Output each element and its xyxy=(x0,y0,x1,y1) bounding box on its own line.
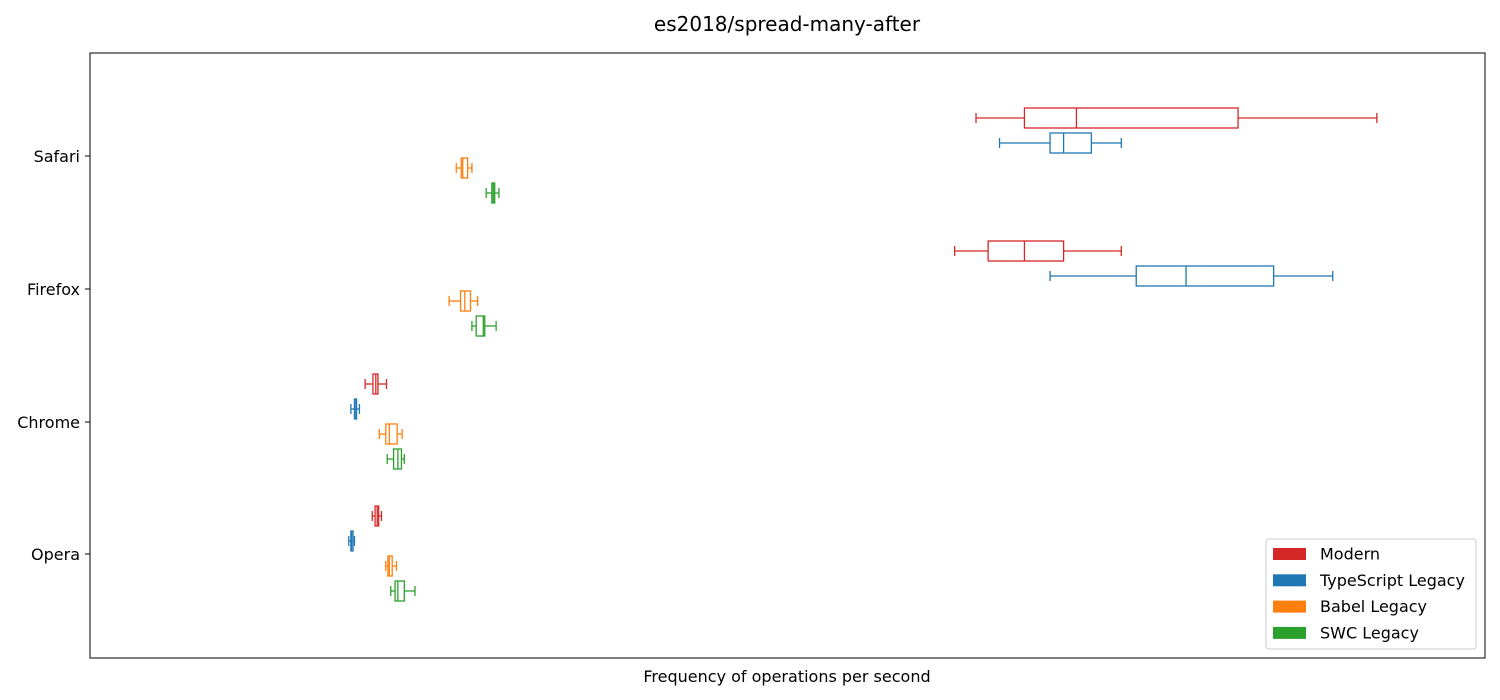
box-typescript-legacy-opera xyxy=(348,530,356,552)
box-babel-legacy-chrome xyxy=(378,423,403,445)
legend-label-typescript-legacy: TypeScript Legacy xyxy=(1319,571,1465,590)
box-iqr xyxy=(1135,265,1275,287)
box-swc-legacy-chrome xyxy=(386,448,405,470)
y-tick-label-opera: Opera xyxy=(31,545,80,564)
box-modern-safari xyxy=(975,107,1378,129)
box-swc-legacy-firefox xyxy=(471,315,497,337)
legend-swatch-modern xyxy=(1273,548,1306,560)
box-babel-legacy-safari xyxy=(455,157,473,179)
box-typescript-legacy-chrome xyxy=(350,398,361,420)
y-tick-label-firefox: Firefox xyxy=(27,280,80,299)
legend-swatch-typescript-legacy xyxy=(1273,574,1306,587)
box-typescript-legacy-firefox xyxy=(1049,265,1334,287)
legend-swatch-swc-legacy xyxy=(1273,626,1306,639)
box-modern-firefox xyxy=(954,240,1122,262)
box-iqr xyxy=(387,555,393,577)
legend-label-modern: Modern xyxy=(1320,545,1380,564)
legend-label-swc-legacy: SWC Legacy xyxy=(1320,623,1419,642)
box-typescript-legacy-safari xyxy=(998,132,1122,154)
y-axis: Safari Firefox Chrome Opera xyxy=(17,147,90,564)
box-iqr xyxy=(987,240,1065,262)
legend-swatch-babel-legacy xyxy=(1273,600,1306,613)
y-tick-label-chrome: Chrome xyxy=(17,413,80,432)
box-iqr xyxy=(1023,107,1239,129)
box-iqr xyxy=(1049,132,1093,154)
box-swc-legacy-safari xyxy=(485,182,500,204)
plot-area xyxy=(89,52,1486,659)
chart-title: es2018/spread-many-after xyxy=(654,12,921,36)
legend-frame xyxy=(1265,538,1477,650)
legend: Modern TypeScript Legacy Babel Legacy SWC L… xyxy=(1265,538,1477,650)
box-modern-opera xyxy=(371,505,383,527)
box-iqr xyxy=(460,157,469,179)
box-babel-legacy-opera xyxy=(385,555,398,577)
y-tick-label-safari: Safari xyxy=(34,147,80,166)
box-swc-legacy-opera xyxy=(390,580,416,602)
box-iqr xyxy=(385,423,398,445)
box-iqr xyxy=(459,290,472,312)
box-babel-legacy-firefox xyxy=(448,290,479,312)
box-iqr xyxy=(475,315,486,337)
box-modern-chrome xyxy=(364,373,388,395)
box-groups xyxy=(348,107,1378,602)
legend-label-babel-legacy: Babel Legacy xyxy=(1320,597,1427,616)
box-iqr xyxy=(394,580,405,602)
x-axis-label: Frequency of operations per second xyxy=(643,667,930,686)
